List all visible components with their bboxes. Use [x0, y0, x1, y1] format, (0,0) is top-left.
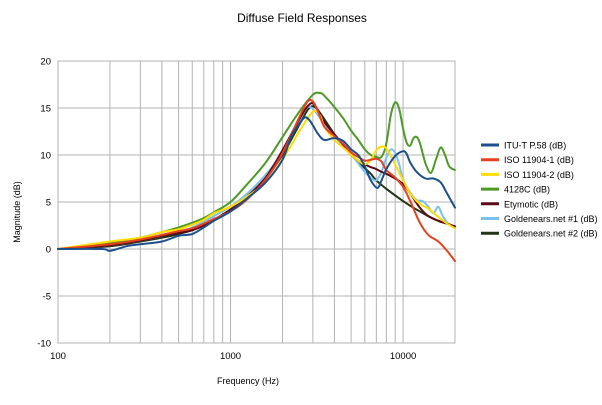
- y-axis-title: Magnitude (dB): [12, 181, 22, 243]
- y-tick-label: 0: [46, 245, 51, 256]
- y-tick-label: -10: [37, 339, 51, 350]
- legend-label: Goldenears.net #1 (dB): [504, 214, 598, 224]
- series-line-1: [57, 98, 456, 263]
- legend: ITU-T P.58 (dB) ISO 11904-1 (dB) ISO 11904…: [481, 141, 598, 239]
- y-tick-label: 5: [46, 198, 51, 209]
- legend-label: Etymotic (dB): [504, 199, 558, 209]
- x-axis-ticks: 100 1000 10000: [50, 351, 416, 362]
- series-line-2: [57, 109, 456, 250]
- y-tick-label: 15: [40, 104, 51, 115]
- legend-label: ISO 11904-1 (dB): [504, 155, 574, 165]
- series-lines: [57, 91, 456, 263]
- x-tick-label: 100: [50, 351, 66, 362]
- plot-frame: [57, 60, 456, 344]
- series-line-0: [57, 116, 456, 252]
- x-tick-label: 10000: [390, 351, 416, 362]
- legend-label: 4128C (dB): [504, 185, 550, 195]
- chart-title: Diffuse Field Responses: [237, 11, 367, 25]
- y-tick-label: 20: [40, 57, 51, 68]
- x-axis-title: Frequency (Hz): [217, 376, 279, 386]
- y-tick-label: -5: [43, 292, 51, 303]
- gridlines: [57, 60, 456, 344]
- y-tick-label: 10: [40, 151, 51, 162]
- x-tick-label: 1000: [220, 351, 241, 362]
- legend-label: ITU-T P.58 (dB): [504, 141, 566, 151]
- legend-label: ISO 11904-2 (dB): [504, 170, 574, 180]
- legend-label: Goldenears.net #2 (dB): [504, 229, 598, 239]
- y-axis-ticks: 20 15 10 5 0 -5 -10: [37, 57, 51, 350]
